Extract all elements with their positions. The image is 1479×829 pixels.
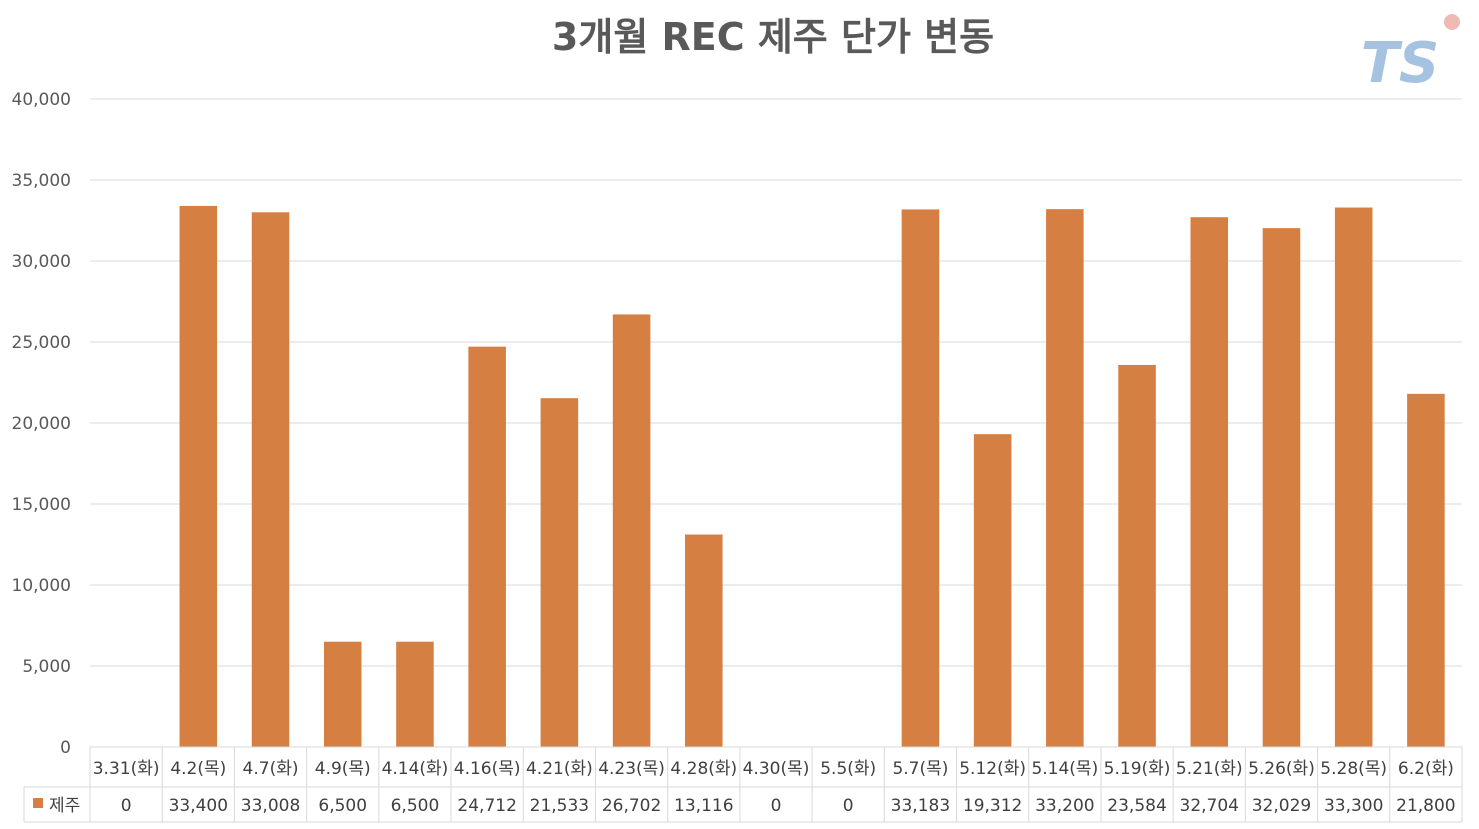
bar xyxy=(1046,209,1084,747)
data-label: 6,500 xyxy=(318,796,367,816)
category-label: 5.28(목) xyxy=(1320,759,1387,779)
data-label: 21,800 xyxy=(1396,796,1455,816)
category-label: 4.14(화) xyxy=(382,759,449,779)
legend-swatch xyxy=(33,798,43,808)
category-label: 4.30(목) xyxy=(743,759,810,779)
category-label: 4.16(목) xyxy=(454,759,521,779)
data-label: 0 xyxy=(771,796,782,816)
y-tick-label: 5,000 xyxy=(22,657,71,677)
gridlines xyxy=(90,98,1462,667)
data-label: 32,704 xyxy=(1180,796,1239,816)
bar xyxy=(1262,228,1301,748)
data-label: 24,712 xyxy=(457,796,516,816)
data-label: 26,702 xyxy=(602,796,661,816)
category-label: 4.21(화) xyxy=(526,759,593,779)
y-tick-label: 30,000 xyxy=(12,252,71,272)
category-label: 4.7(화) xyxy=(243,759,299,779)
category-label: 5.14(목) xyxy=(1031,759,1098,779)
data-label: 6,500 xyxy=(391,796,440,816)
bar xyxy=(612,314,651,747)
category-label: 5.19(화) xyxy=(1104,759,1171,779)
bar xyxy=(396,641,434,747)
legend-label: 제주 xyxy=(49,796,80,816)
category-label: 6.2(화) xyxy=(1398,759,1454,779)
y-tick-label: 20,000 xyxy=(12,414,71,434)
y-tick-label: 15,000 xyxy=(12,495,71,515)
bar xyxy=(468,346,506,747)
bar xyxy=(1407,393,1445,747)
bar xyxy=(251,212,290,748)
data-label: 33,400 xyxy=(169,796,228,816)
data-label: 23,584 xyxy=(1107,796,1166,816)
bar xyxy=(1190,217,1229,748)
data-label: 19,312 xyxy=(963,796,1022,816)
bar xyxy=(901,209,940,747)
data-label: 33,008 xyxy=(241,796,300,816)
data-label: 33,183 xyxy=(891,796,950,816)
chart-title: 3개월 REC 제주 단가 변동 xyxy=(552,15,994,59)
svg-text:TS: TS xyxy=(1361,31,1440,96)
category-label: 5.21(화) xyxy=(1176,759,1243,779)
data-label: 21,533 xyxy=(530,796,589,816)
y-axis-ticks: 0 5,000 10,000 15,000 20,000 25,000 30,000 35,0… xyxy=(12,90,71,758)
bars xyxy=(179,205,1445,748)
data-label: 13,116 xyxy=(674,796,733,816)
bar xyxy=(179,205,218,748)
y-tick-label: 40,000 xyxy=(12,90,71,110)
category-label: 5.7(목) xyxy=(892,759,948,779)
category-label: 3.31(화) xyxy=(93,759,160,779)
category-label: 5.26(화) xyxy=(1248,759,1315,779)
bar xyxy=(1118,364,1156,747)
bar xyxy=(323,641,362,747)
data-label: 0 xyxy=(843,796,854,816)
y-tick-label: 25,000 xyxy=(12,333,71,353)
category-label: 5.12(화) xyxy=(959,759,1026,779)
bar xyxy=(540,398,579,747)
bar xyxy=(685,534,723,747)
category-label: 5.5(화) xyxy=(820,759,876,779)
data-table: 3.31(화) 0 4.2(목) 33,400 4.7(화) 33,008 4.9(목) 6,… xyxy=(23,746,1463,823)
category-label: 4.28(화) xyxy=(670,759,737,779)
data-label: 0 xyxy=(121,796,132,816)
data-label: 33,300 xyxy=(1324,796,1383,816)
data-label: 33,200 xyxy=(1035,796,1094,816)
category-label: 4.23(목) xyxy=(598,759,665,779)
ts-logo: TS xyxy=(1361,14,1460,96)
category-label: 4.2(목) xyxy=(170,759,226,779)
data-label: 32,029 xyxy=(1252,796,1311,816)
y-tick-label: 0 xyxy=(60,738,71,758)
y-tick-label: 35,000 xyxy=(12,171,71,191)
y-tick-label: 10,000 xyxy=(12,576,71,596)
bar xyxy=(973,434,1012,747)
category-label: 4.9(목) xyxy=(315,759,371,779)
bar xyxy=(1334,207,1373,748)
